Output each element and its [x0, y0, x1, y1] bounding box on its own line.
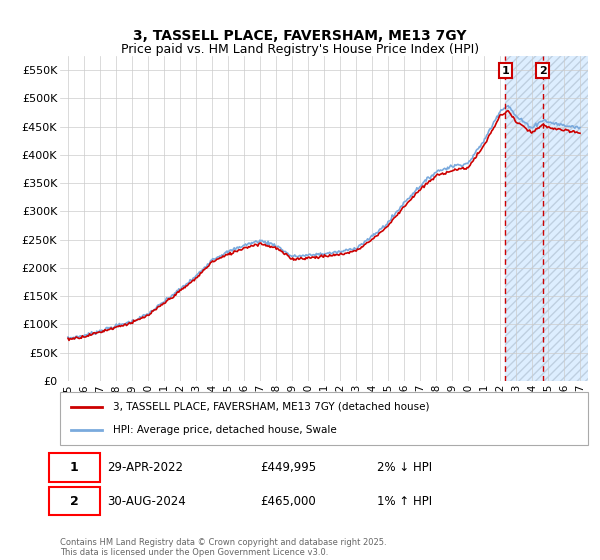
- Text: Contains HM Land Registry data © Crown copyright and database right 2025.
This d: Contains HM Land Registry data © Crown c…: [60, 538, 386, 557]
- Text: 3, TASSELL PLACE, FAVERSHAM, ME13 7GY (detached house): 3, TASSELL PLACE, FAVERSHAM, ME13 7GY (d…: [113, 402, 430, 412]
- Text: Price paid vs. HM Land Registry's House Price Index (HPI): Price paid vs. HM Land Registry's House …: [121, 43, 479, 56]
- FancyBboxPatch shape: [49, 454, 100, 482]
- Text: 1: 1: [70, 461, 79, 474]
- Text: 2: 2: [70, 494, 79, 508]
- FancyBboxPatch shape: [49, 487, 100, 515]
- Text: HPI: Average price, detached house, Swale: HPI: Average price, detached house, Swal…: [113, 425, 337, 435]
- Text: £449,995: £449,995: [260, 461, 317, 474]
- Text: 2% ↓ HPI: 2% ↓ HPI: [377, 461, 432, 474]
- FancyBboxPatch shape: [60, 392, 588, 445]
- Text: 29-APR-2022: 29-APR-2022: [107, 461, 184, 474]
- Text: £465,000: £465,000: [260, 494, 316, 508]
- Text: 2: 2: [539, 66, 547, 76]
- Text: 3, TASSELL PLACE, FAVERSHAM, ME13 7GY: 3, TASSELL PLACE, FAVERSHAM, ME13 7GY: [133, 29, 467, 44]
- Text: 30-AUG-2024: 30-AUG-2024: [107, 494, 186, 508]
- Bar: [505, 56, 588, 381]
- Bar: [505, 56, 588, 381]
- Text: 1% ↑ HPI: 1% ↑ HPI: [377, 494, 432, 508]
- Text: 1: 1: [502, 66, 509, 76]
